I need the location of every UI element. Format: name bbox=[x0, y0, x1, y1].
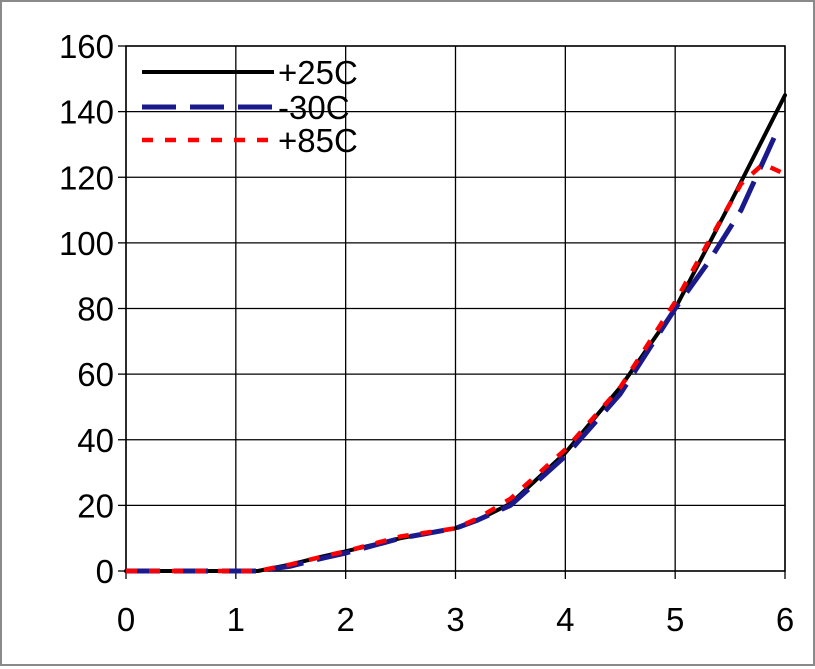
series-line-2 bbox=[126, 161, 786, 574]
series-lines bbox=[124, 93, 787, 574]
series-line-1 bbox=[126, 136, 777, 574]
y-tick-label: 140 bbox=[59, 94, 114, 131]
legend: +25C-30C+85C bbox=[142, 54, 358, 159]
axes bbox=[118, 45, 786, 579]
y-tick-label: 80 bbox=[77, 291, 114, 328]
plot-area-border bbox=[125, 45, 786, 572]
x-tick-label: 3 bbox=[446, 601, 464, 638]
x-tick-label: 1 bbox=[227, 601, 245, 638]
y-tick-label: 160 bbox=[59, 28, 114, 65]
x-tick-label: 0 bbox=[117, 601, 135, 638]
y-tick-label: 20 bbox=[77, 487, 114, 524]
x-tick-label: 2 bbox=[336, 601, 354, 638]
x-tick-label: 6 bbox=[776, 601, 794, 638]
y-tick-label: 0 bbox=[96, 553, 114, 590]
x-tick-label: 4 bbox=[556, 601, 574, 638]
y-tick-label: 120 bbox=[59, 159, 114, 196]
legend-label-2: +85C bbox=[278, 122, 358, 159]
legend-label-1: -30C bbox=[278, 89, 350, 126]
y-tick-label: 100 bbox=[59, 225, 114, 262]
legend-label-0: +25C bbox=[278, 54, 358, 91]
y-tick-label: 60 bbox=[77, 356, 114, 393]
x-tick-label: 5 bbox=[666, 601, 684, 638]
grid bbox=[125, 45, 786, 572]
y-tick-label: 40 bbox=[77, 422, 114, 459]
